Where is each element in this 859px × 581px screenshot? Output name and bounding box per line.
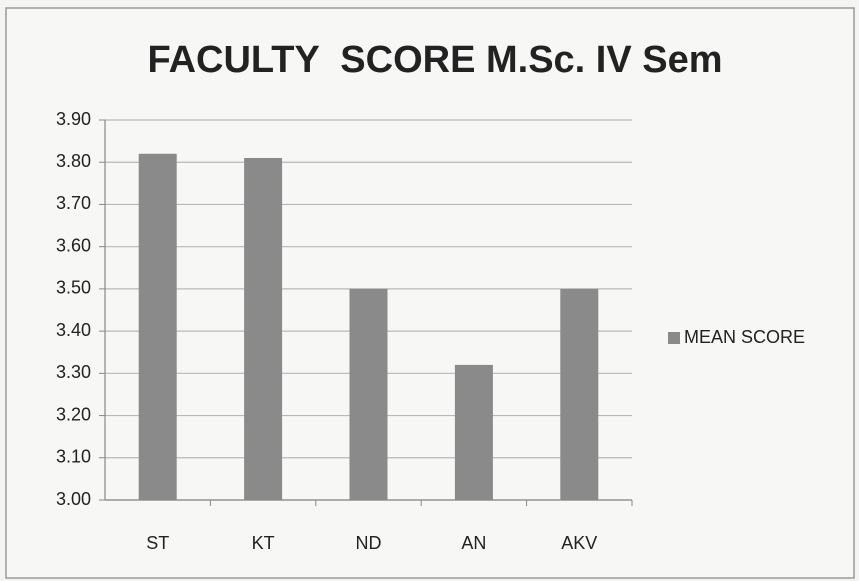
bar (138, 153, 177, 500)
bar (454, 364, 493, 500)
y-tick-label: 3.20 (56, 404, 91, 424)
y-tick-label: 3.50 (56, 278, 91, 298)
bar (560, 288, 599, 500)
legend-label: MEAN SCORE (684, 327, 805, 347)
x-tick-label: ST (146, 533, 169, 553)
chart-frame (5, 7, 855, 579)
y-tick-label: 3.00 (56, 489, 91, 509)
legend-swatch (668, 332, 680, 344)
y-tick-label: 3.90 (56, 109, 91, 129)
x-tick-label: KT (252, 533, 275, 553)
y-tick-label: 3.80 (56, 151, 91, 171)
x-tick-label: AKV (561, 533, 597, 553)
y-tick-label: 3.70 (56, 193, 91, 213)
x-tick-label: ND (356, 533, 382, 553)
y-tick-label: 3.40 (56, 320, 91, 340)
bar (349, 288, 388, 500)
y-tick-label: 3.30 (56, 362, 91, 382)
x-tick-label: AN (461, 533, 486, 553)
y-tick-label: 3.10 (56, 447, 91, 467)
bar (244, 158, 283, 500)
y-tick-label: 3.60 (56, 235, 91, 255)
chart-title: FACULTY SCORE M.Sc. IV Sem (147, 39, 722, 81)
